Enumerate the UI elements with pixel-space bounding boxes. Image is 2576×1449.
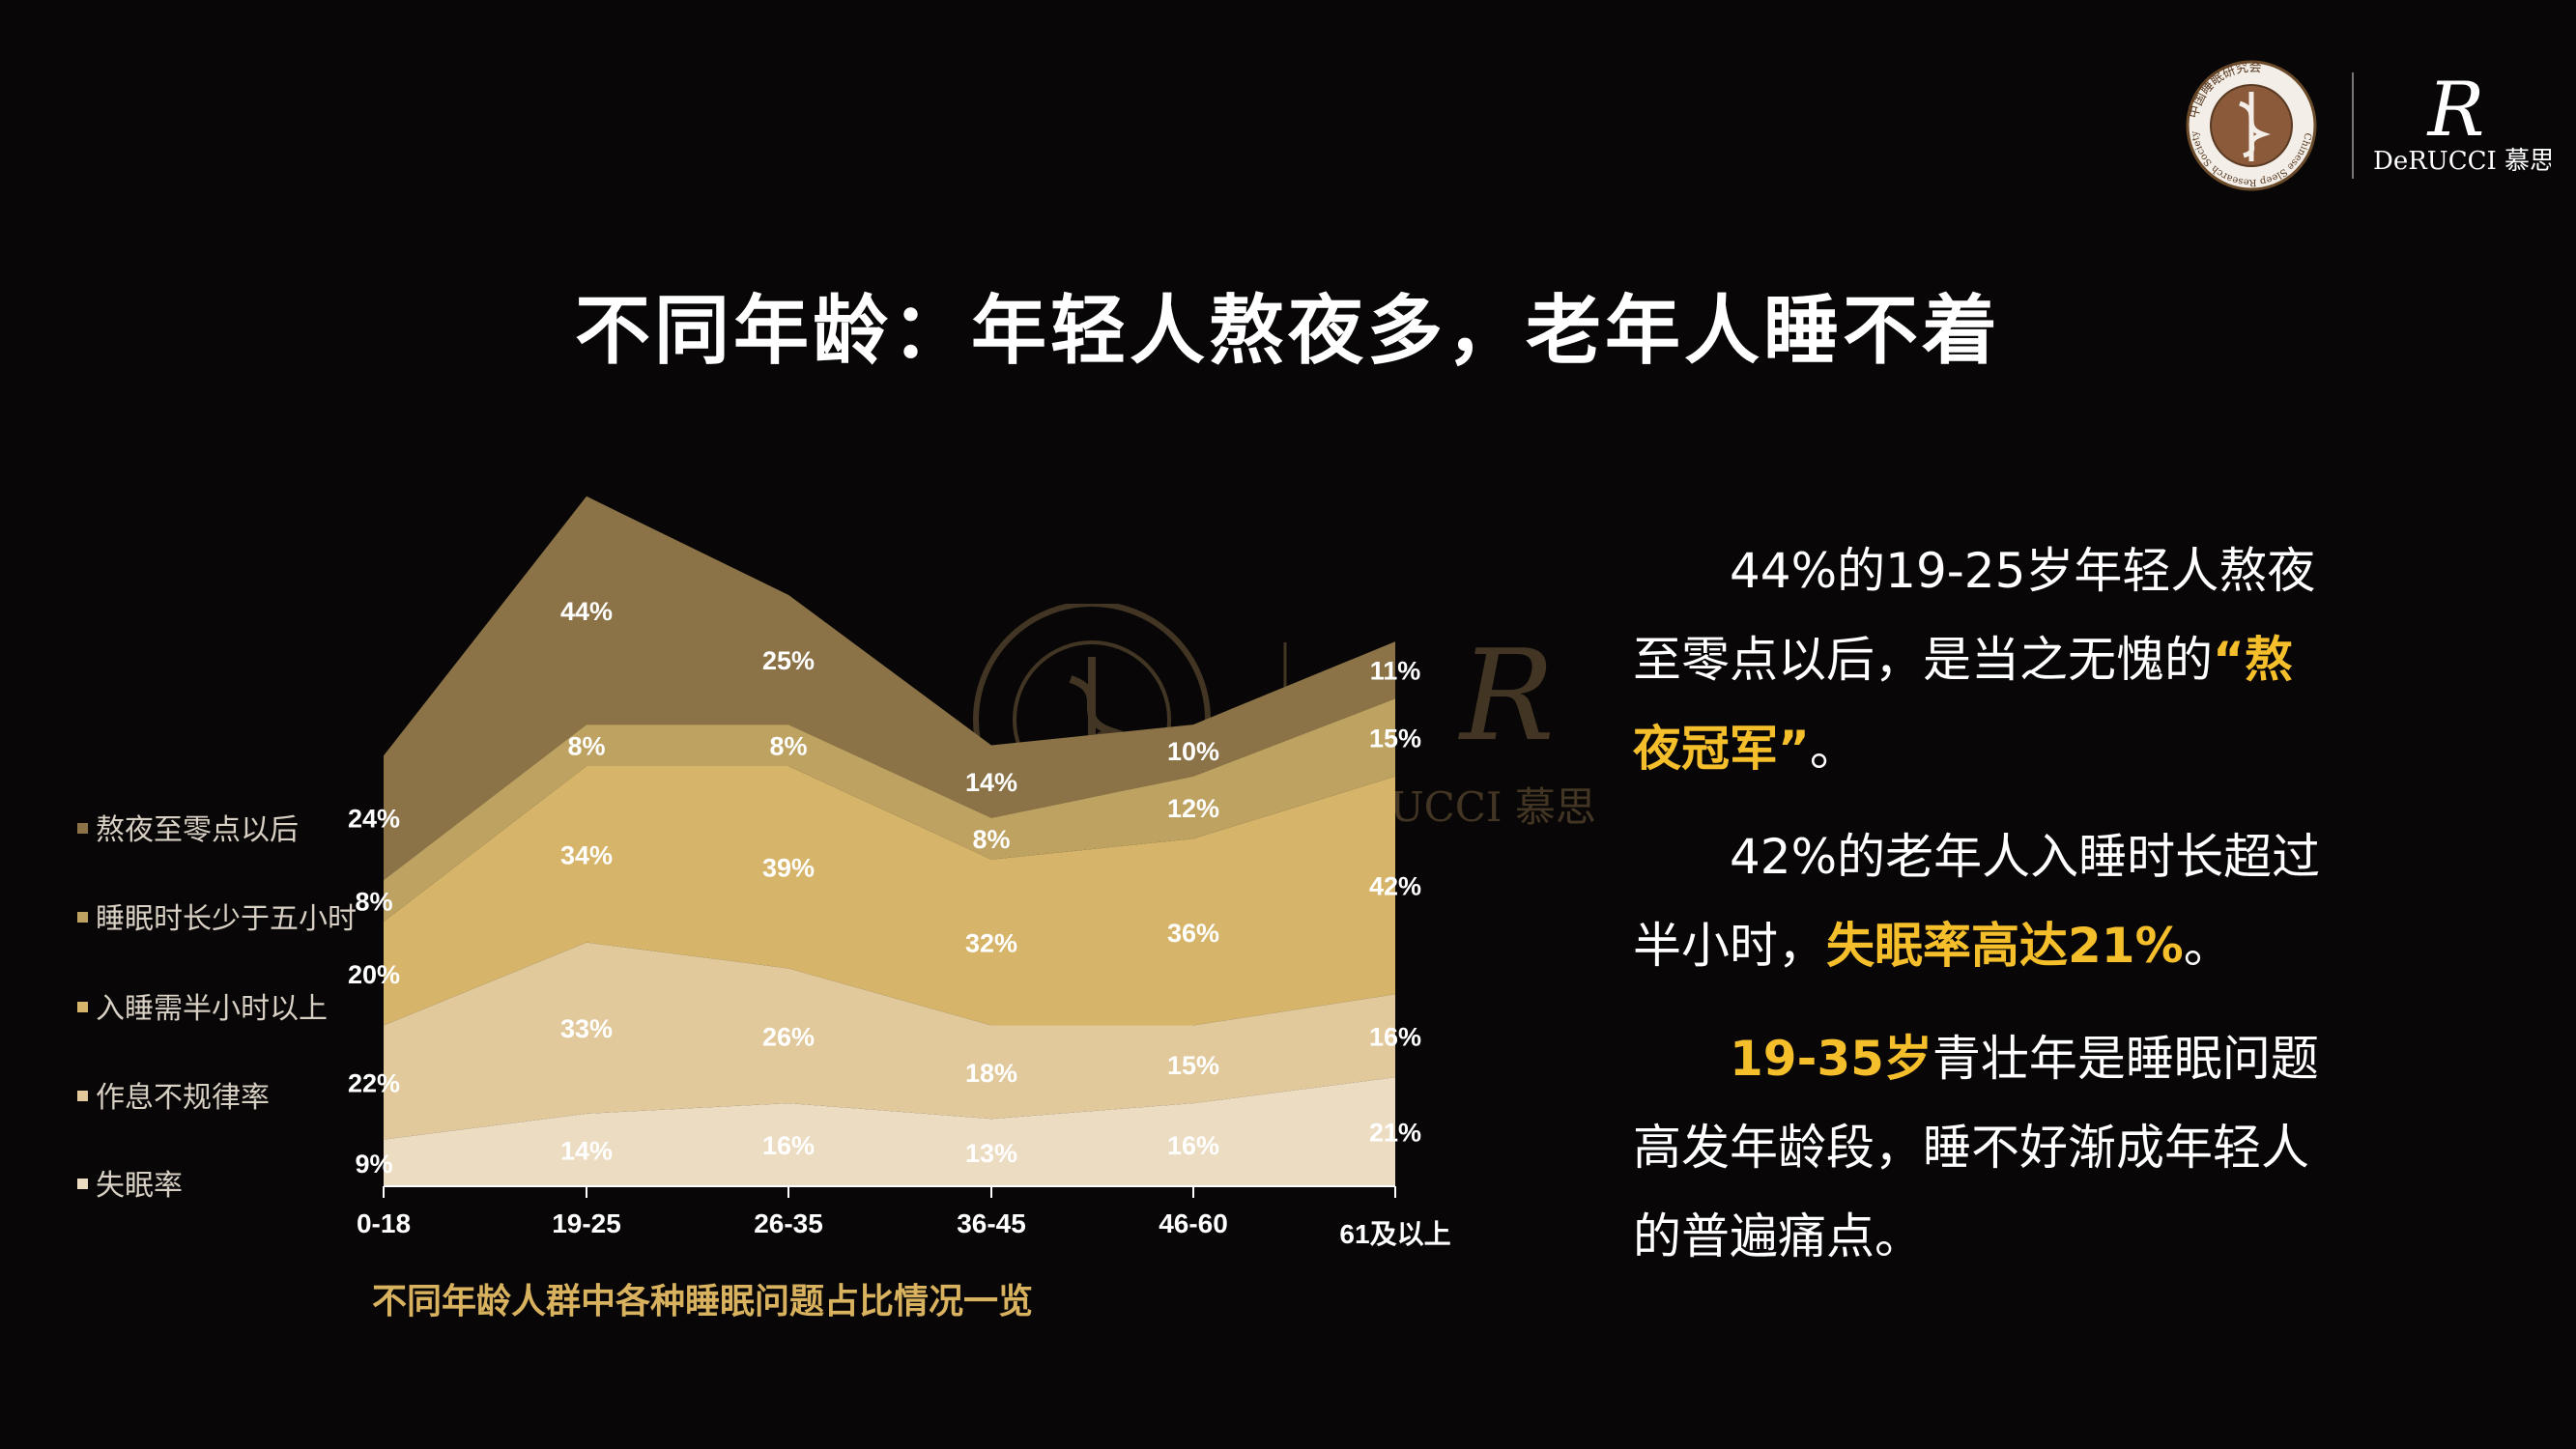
p2-line-1: 42%的老年人入睡时长超过 [1730,829,2321,885]
slide-title: 不同年龄：年轻人熬夜多，老年人睡不着 [574,288,2001,375]
data-label: 26% [762,1022,815,1051]
p1-highlight-2: 夜冠军” [1633,721,1810,777]
legend-item-irregular: 作息不规律率 [77,1079,367,1118]
data-label: 8% [972,825,1010,854]
x-tick-label: 36-45 [957,1208,1026,1238]
p3-highlight: 19-35岁 [1730,1031,1932,1087]
x-tick-label: 26-35 [754,1208,823,1238]
data-label: 18% [965,1059,1017,1088]
legend-item-insomnia: 失眠率 [77,1167,367,1206]
data-label: 15% [1369,724,1421,753]
data-label: 14% [560,1136,613,1165]
legend-label: 睡眠时长少于五小时 [96,902,357,936]
data-label: 20% [348,960,400,989]
p2-line-2: 半小时，失眠率高达21%。 [1633,901,2329,990]
legend-swatch [77,912,88,923]
right-paragraph-1: 44%的19-25岁年轻人熬夜 至零点以后，是当之无愧的“熬 夜冠军”。 [1633,526,2329,793]
legend-item-short-sleep: 睡眠时长少于五小时 [77,900,367,939]
area-series-4 [384,496,1395,881]
right-paragraph-3: 19-35岁青壮年是睡眠问题 高发年龄段，睡不好渐成年轻人 的普遍痛点。 [1633,1014,2329,1281]
data-label: 24% [348,805,400,834]
legend-swatch [77,823,88,834]
x-tick-label: 19-25 [552,1208,621,1238]
data-label: 21% [1369,1119,1421,1148]
data-label: 13% [965,1139,1017,1168]
brand-monogram: R [2426,67,2485,154]
data-label: 34% [560,840,613,869]
area-series-1 [384,942,1395,1140]
p2-highlight: 失眠率高达21% [1826,918,2184,974]
logo-group: 中国睡眠研究会 Chinese Sleep Research Society R… [2184,43,2555,208]
legend-label: 入睡需半小时以上 [96,992,328,1026]
x-tick-label: 46-60 [1159,1208,1228,1238]
data-label: 14% [965,768,1017,797]
p3-line-1: 19-35岁青壮年是睡眠问题 [1633,1014,2329,1103]
p3-text: 青壮年是睡眠问题 [1932,1031,2319,1087]
data-label: 33% [560,1014,613,1043]
chart-axis: 0-18 19-25 26-35 36-45 46-60 61及以上 [357,1185,1451,1249]
x-tick-label: 61及以上 [1339,1219,1450,1249]
legend-label: 作息不规律率 [96,1081,270,1115]
area-series-2 [384,766,1395,1026]
data-label: 9% [355,1150,392,1179]
data-label: 15% [1167,1051,1219,1080]
watermark-monogram: R [1458,622,1555,769]
data-label: 16% [1369,1022,1421,1051]
chart-areas [384,496,1395,1186]
p3-line-3: 的普遍痛点。 [1633,1208,1923,1264]
legend-item-slow-onset: 入睡需半小时以上 [77,990,367,1029]
p2-end: 。 [2183,918,2232,974]
data-label: 16% [1167,1131,1219,1160]
data-label: 25% [762,646,815,675]
p1-text: 至零点以后，是当之无愧的 [1633,632,2213,688]
p1-line-2: 至零点以后，是当之无愧的“熬 [1633,615,2329,704]
data-label: 11% [1370,657,1421,686]
x-tick-label: 0-18 [357,1208,411,1238]
legend-swatch [77,1179,88,1189]
legend-label: 熬夜至零点以后 [96,813,299,847]
legend-label: 失眠率 [96,1169,183,1203]
data-label: 32% [965,929,1017,958]
data-label: 42% [1369,872,1421,901]
data-label: 16% [762,1131,815,1160]
data-label: 8% [567,732,605,761]
p1-highlight: “熬 [2213,632,2293,688]
sleep-society-logo: 中国睡眠研究会 Chinese Sleep Research Society R… [2186,60,2555,191]
area-series-0 [384,1077,1395,1186]
data-label: 22% [348,1069,400,1098]
p1-end: 。 [1809,721,1858,777]
legend-swatch [77,1091,88,1101]
legend-swatch [77,1002,88,1012]
right-paragraph-2: 42%的老年人入睡时长超过 半小时，失眠率高达21%。 [1633,812,2329,990]
chart-caption: 不同年龄人群中各种睡眠问题占比情况一览 [372,1282,1034,1321]
data-label: 8% [769,732,807,761]
p1-line-3: 夜冠军”。 [1633,704,2329,793]
chart-data-labels: 9% 14% 16% 13% 16% 21% 22% 33% 26% 18% 15% 16% 20% 34… [348,597,1421,1179]
data-label: 36% [1167,919,1219,948]
data-label: 39% [762,854,815,883]
area-series-3 [384,698,1395,923]
p1-line-1: 44%的19-25岁年轻人熬夜 [1730,543,2316,599]
data-label: 10% [1167,737,1219,766]
p2-text: 半小时， [1633,918,1826,974]
data-label: 8% [355,888,392,917]
brand-name: DeRUCCI 慕思 [2373,147,2551,176]
data-label: 44% [560,597,613,626]
legend-item-late-night: 熬夜至零点以后 [77,811,367,850]
data-label: 12% [1167,794,1219,823]
p3-line-2: 高发年龄段，睡不好渐成年轻人 [1633,1120,2309,1176]
